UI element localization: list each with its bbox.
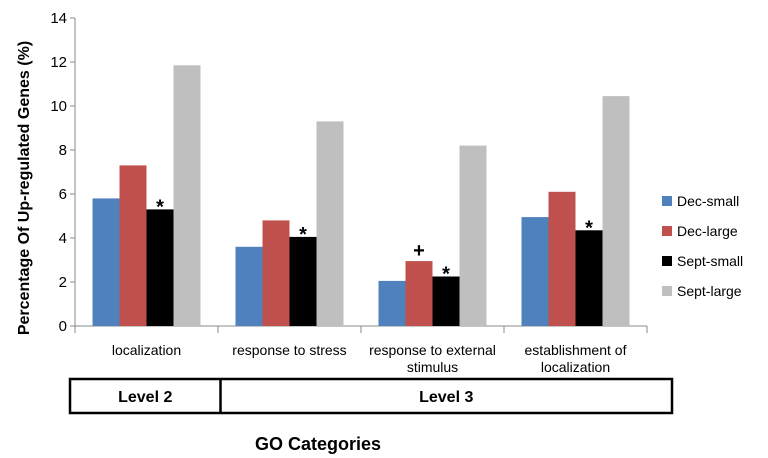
y-tick-label: 8 [59, 142, 67, 159]
bar-sept-large [316, 121, 344, 327]
bar-sept-large [459, 145, 487, 326]
significance-marker: + [413, 240, 425, 262]
y-tick-label: 14 [50, 10, 67, 27]
significance-marker: * [299, 224, 307, 246]
significance-marker: * [442, 264, 450, 286]
y-tick-label: 6 [59, 186, 67, 203]
y-tick-label: 2 [59, 274, 67, 291]
level-label: Level 2 [118, 389, 172, 406]
x-category-label: response to external [369, 342, 496, 358]
x-category-label: response to stress [232, 342, 346, 358]
legend-swatch [662, 196, 672, 206]
plot-area: 0 2 4 6 8 10 12 14 * * + * * localization response to … [50, 10, 648, 375]
bar-sept-large [602, 96, 630, 326]
significance-marker: * [585, 217, 593, 239]
bar-dec-small [521, 217, 549, 326]
legend-swatch [662, 286, 672, 296]
bar-sept-large [173, 65, 201, 327]
bar-dec-small [235, 246, 263, 326]
bar-sept-small [432, 276, 460, 326]
y-tick-label: 12 [50, 54, 67, 71]
significance-marker: * [156, 196, 164, 218]
y-tick-label: 10 [50, 98, 67, 115]
level-label: Level 3 [419, 389, 473, 406]
level-table-border [68, 377, 674, 415]
x-category-label: establishment of [525, 342, 627, 358]
x-axis-label: GO Categories [255, 434, 381, 454]
legend-swatch [662, 226, 672, 236]
bar-dec-large [119, 165, 147, 326]
x-category-label: stimulus [407, 359, 458, 375]
legend-label: Sept-small [677, 253, 743, 269]
legend: Dec-small Dec-large Sept-small Sept-large [662, 193, 743, 299]
legend-label: Sept-large [677, 283, 742, 299]
x-category-label: localization [541, 359, 610, 375]
x-category-label: localization [112, 342, 181, 358]
bar-dec-large [262, 220, 290, 326]
y-tick-label: 0 [59, 318, 67, 335]
legend-swatch [662, 256, 672, 266]
bar-dec-large [405, 261, 433, 326]
bar-sept-small [289, 236, 317, 326]
bar-dec-small [92, 198, 120, 326]
legend-label: Dec-small [677, 193, 739, 209]
bar-sept-small [146, 209, 174, 326]
y-tick-label: 4 [59, 230, 67, 247]
bar-sept-small [575, 230, 603, 326]
y-axis-label: Percentage Of Up-regulated Genes (%) [16, 41, 33, 335]
level-table: Level 2 Level 3 [68, 377, 674, 415]
bar-dec-large [548, 191, 576, 326]
legend-label: Dec-large [677, 223, 738, 239]
bar-dec-small [378, 280, 406, 326]
